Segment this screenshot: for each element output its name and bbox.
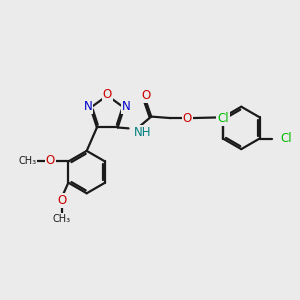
Text: NH: NH: [134, 126, 151, 139]
Text: Cl: Cl: [280, 132, 292, 145]
Text: O: O: [46, 154, 55, 167]
Text: CH₃: CH₃: [53, 214, 71, 224]
Text: O: O: [183, 112, 192, 124]
Text: N: N: [84, 100, 92, 113]
Text: N: N: [122, 100, 131, 113]
Text: O: O: [103, 88, 112, 101]
Text: CH₃: CH₃: [18, 156, 36, 166]
Text: O: O: [141, 89, 151, 102]
Text: O: O: [57, 194, 67, 207]
Text: Cl: Cl: [217, 112, 229, 125]
